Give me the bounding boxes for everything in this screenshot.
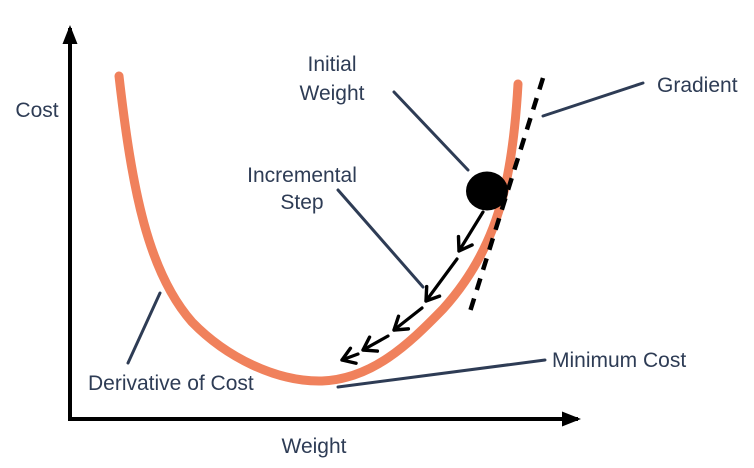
initial-weight-leader-line xyxy=(392,90,470,172)
axes xyxy=(62,25,581,427)
step-arrow-3 xyxy=(392,306,424,332)
incremental-step-leader-line xyxy=(336,188,425,289)
initial-weight-label-line2: Weight xyxy=(300,82,365,105)
derivative-of-cost-label: Derivative of Cost xyxy=(88,372,254,395)
x-axis-label: Weight xyxy=(282,435,347,458)
step-arrow-2 xyxy=(424,257,459,303)
labels: Cost Weight Initial Weight Incremental S… xyxy=(15,53,737,458)
minimum-cost-leader-line xyxy=(336,358,547,389)
step-arrow-5 xyxy=(340,346,360,365)
gradient-label: Gradient xyxy=(657,74,738,97)
minimum-cost-label: Minimum Cost xyxy=(552,349,686,372)
initial-weight-ball xyxy=(466,171,508,211)
step-arrow-4 xyxy=(361,334,390,353)
gradient-leader-line xyxy=(541,81,645,118)
initial-weight-label-line1: Initial xyxy=(307,53,356,76)
step-arrow-1 xyxy=(456,210,485,253)
derivative-of-cost-leader-line xyxy=(126,291,162,365)
incremental-step-label-line1: Incremental xyxy=(247,164,357,187)
incremental-step-label-line2: Step xyxy=(280,191,323,214)
cost-curve xyxy=(114,71,523,386)
leader-lines xyxy=(126,81,645,389)
incremental-step-arrows xyxy=(340,210,485,365)
y-axis-label: Cost xyxy=(15,99,58,122)
